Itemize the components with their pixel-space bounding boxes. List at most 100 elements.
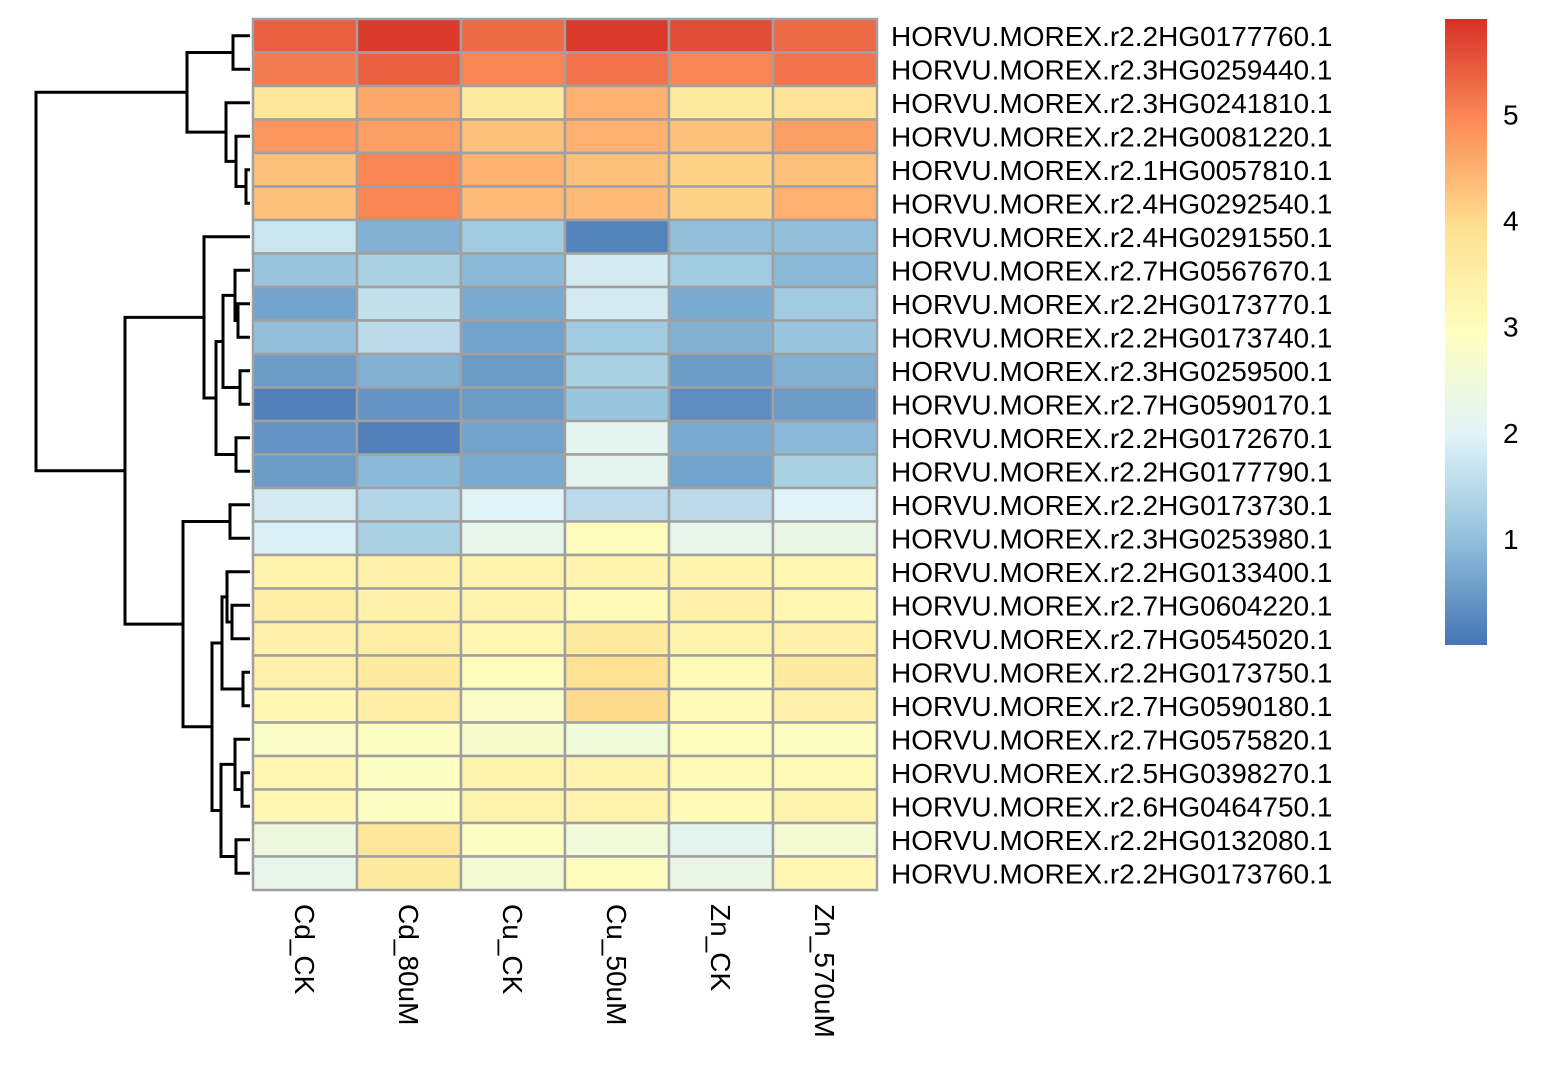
heatmap-cell <box>459 553 567 590</box>
row-label: HORVU.MOREX.r2.2HG0081220.1 <box>891 121 1332 152</box>
heatmap-cell <box>771 620 879 657</box>
heatmap-cell <box>667 754 775 791</box>
heatmap-cell <box>355 587 463 624</box>
heatmap-cell <box>771 84 879 121</box>
heatmap-cell <box>251 118 359 155</box>
heatmap-cell <box>563 252 671 289</box>
heatmap-cell <box>771 386 879 423</box>
heatmap-cell <box>667 386 775 423</box>
dendrogram-branch <box>234 436 250 473</box>
heatmap-cell <box>563 118 671 155</box>
heatmap-cell <box>355 520 463 557</box>
heatmap-cell <box>771 788 879 825</box>
heatmap-cell <box>355 721 463 758</box>
heatmap-cell <box>355 252 463 289</box>
heatmap-cell <box>667 118 775 155</box>
heatmap-cell <box>355 17 463 54</box>
heatmap-cell <box>771 520 879 557</box>
row-label: HORVU.MOREX.r2.2HG0177790.1 <box>891 456 1332 487</box>
heatmap-cell <box>251 721 359 758</box>
heatmap-cell <box>459 721 567 758</box>
heatmap-cell <box>251 821 359 858</box>
heatmap-cell <box>563 151 671 188</box>
row-label: HORVU.MOREX.r2.7HG0567670.1 <box>891 255 1332 286</box>
heatmap-cell <box>771 855 879 892</box>
heatmap-cell <box>667 855 775 892</box>
dendrogram-branch <box>228 503 250 540</box>
dendrogram-branch <box>202 235 250 400</box>
row-label: HORVU.MOREX.r2.2HG0173770.1 <box>891 289 1332 320</box>
heatmap-cell <box>459 687 567 724</box>
dendrogram-branch <box>230 603 250 641</box>
heatmap-cell <box>251 185 359 222</box>
heatmap-cell <box>667 419 775 456</box>
heatmap-cell <box>355 319 463 356</box>
heatmap-cell <box>459 821 567 858</box>
row-label: HORVU.MOREX.r2.2HG0177760.1 <box>891 21 1332 52</box>
dendrogram-branch <box>185 51 233 134</box>
heatmap-cell <box>563 754 671 791</box>
heatmap-cell <box>563 84 671 121</box>
heatmap-cell <box>563 352 671 389</box>
heatmap-cell <box>667 218 775 255</box>
heatmap-cell <box>251 352 359 389</box>
heatmap-cell <box>355 620 463 657</box>
heatmap-cell <box>771 419 879 456</box>
heatmap-cell <box>459 285 567 322</box>
heatmap-cell <box>667 587 775 624</box>
heatmap-cell <box>563 721 671 758</box>
heatmap-cell <box>771 319 879 356</box>
heatmap-cell <box>667 185 775 222</box>
colorbar-tick-label: 5 <box>1503 99 1519 130</box>
heatmap-cell <box>771 687 879 724</box>
heatmap-cell <box>251 486 359 523</box>
heatmap-cell <box>771 151 879 188</box>
heatmap-cell <box>355 486 463 523</box>
row-label: HORVU.MOREX.r2.3HG0253980.1 <box>891 523 1332 554</box>
dendrogram-branch <box>221 293 240 389</box>
colorbar-tick-label: 4 <box>1503 206 1519 237</box>
heatmap-cell <box>251 17 359 54</box>
dendrogram-branch <box>240 771 250 808</box>
heatmap-cell <box>251 386 359 423</box>
heatmap-cells <box>251 17 879 892</box>
row-label: HORVU.MOREX.r2.2HG0173740.1 <box>891 322 1332 353</box>
heatmap-cell <box>563 654 671 691</box>
row-label: HORVU.MOREX.r2.2HG0172670.1 <box>891 423 1332 454</box>
heatmap-cell <box>251 553 359 590</box>
heatmap-cell <box>459 118 567 155</box>
row-label: HORVU.MOREX.r2.7HG0590180.1 <box>891 691 1332 722</box>
row-label: HORVU.MOREX.r2.3HG0259440.1 <box>891 54 1332 85</box>
heatmap-cell <box>563 486 671 523</box>
heatmap-cell <box>459 486 567 523</box>
heatmap-cell <box>251 654 359 691</box>
heatmap-cell <box>771 118 879 155</box>
heatmap-cell <box>771 17 879 54</box>
heatmap-cell <box>251 285 359 322</box>
row-label: HORVU.MOREX.r2.2HG0133400.1 <box>891 557 1332 588</box>
heatmap-cell <box>355 84 463 121</box>
column-label: Cd_CK <box>289 904 320 995</box>
colorbar-tick-label: 1 <box>1503 524 1519 555</box>
row-label: HORVU.MOREX.r2.7HG0575820.1 <box>891 724 1332 755</box>
heatmap-cell <box>667 788 775 825</box>
heatmap-cell <box>771 352 879 389</box>
row-label: HORVU.MOREX.r2.7HG0604220.1 <box>891 590 1332 621</box>
heatmap-cell <box>667 453 775 490</box>
heatmap-cell <box>459 386 567 423</box>
heatmap-cell <box>563 419 671 456</box>
row-label: HORVU.MOREX.r2.6HG0464750.1 <box>891 791 1332 822</box>
row-dendrogram <box>34 34 250 875</box>
heatmap-cell <box>251 151 359 188</box>
colorbar-tick-label: 3 <box>1503 312 1519 343</box>
colorbar-gradient <box>1445 19 1487 645</box>
heatmap-cell <box>667 17 775 54</box>
row-label: HORVU.MOREX.r2.2HG0173750.1 <box>891 657 1332 688</box>
heatmap-cell <box>251 319 359 356</box>
heatmap-cell <box>667 84 775 121</box>
heatmap-cell <box>251 855 359 892</box>
heatmap-cell <box>563 520 671 557</box>
dendrogram-branch <box>233 737 250 791</box>
heatmap-cell <box>771 821 879 858</box>
